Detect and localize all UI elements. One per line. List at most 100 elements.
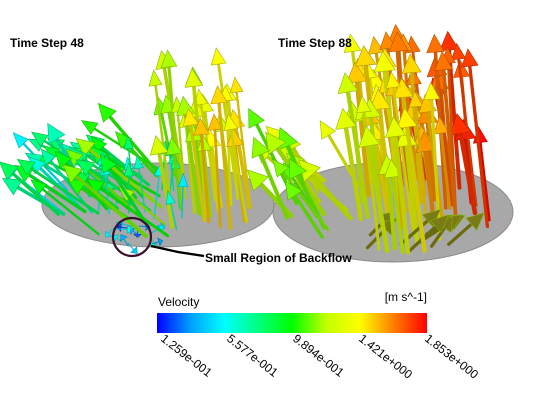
velocity-arrow-shaft: [423, 149, 437, 226]
velocity-arrow-shaft: [189, 123, 207, 223]
velocity-arrow-shaft: [392, 86, 416, 237]
velocity-arrow-head: [75, 159, 95, 177]
velocity-arrow-head: [157, 224, 166, 233]
velocity-arrow-shaft: [170, 202, 178, 231]
velocity-arrow-head: [223, 113, 239, 131]
velocity-arrow-head: [272, 158, 290, 178]
velocity-arrow-head: [184, 67, 204, 88]
velocity-arrow-head: [388, 31, 409, 53]
velocity-arrow-head: [0, 161, 19, 181]
velocity-arrow-shaft: [430, 226, 447, 248]
velocity-arrow-shaft: [181, 185, 184, 219]
velocity-arrow-head: [396, 107, 418, 129]
velocity-arrow-head: [97, 102, 117, 123]
velocity-arrow-shaft: [107, 228, 114, 235]
velocity-arrow-shaft: [123, 238, 129, 247]
velocity-arrow-head: [62, 164, 83, 184]
legend-tick-labels: 1.259e-001 5.577e-001 9.894e-001 1.421e+000…: [158, 331, 481, 381]
velocity-arrow-head: [358, 125, 381, 148]
velocity-arrow-head: [30, 179, 48, 195]
panel-title: Time Step 48: [10, 36, 84, 50]
velocity-arrow-head: [182, 107, 199, 127]
velocity-arrow-head: [226, 127, 245, 148]
velocity-arrow-shaft: [27, 173, 87, 214]
velocity-arrow-head: [421, 209, 441, 228]
velocity-arrow-head: [248, 107, 265, 129]
velocity-arrow-shaft: [224, 99, 233, 207]
velocity-arrow-shaft: [202, 149, 213, 218]
velocity-arrow-shaft: [29, 167, 100, 215]
velocity-arrow-head: [47, 122, 66, 145]
velocity-arrow-head: [31, 131, 49, 147]
velocity-arrow-head: [401, 53, 422, 74]
velocity-arrow-head: [80, 120, 99, 135]
velocity-arrow-shaft: [98, 186, 170, 238]
velocity-arrow-head: [433, 116, 450, 135]
velocity-arrow-shaft: [425, 120, 437, 202]
velocity-arrow-head: [449, 112, 472, 136]
panel-time-step-88: Time Step 88: [246, 23, 514, 263]
legend-units: [m s^-1]: [385, 290, 427, 304]
velocity-arrow-shaft: [404, 143, 420, 246]
velocity-arrow-head: [210, 47, 227, 66]
velocity-arrow-shaft: [127, 242, 135, 251]
velocity-arrow-shaft: [293, 193, 324, 239]
velocity-arrow-head: [337, 72, 359, 94]
velocity-arrow-head: [193, 117, 210, 136]
velocity-arrow-head: [346, 61, 368, 84]
velocity-arrow-head: [130, 227, 136, 236]
velocity-arrow-head: [373, 50, 396, 73]
velocity-arrow-shaft: [152, 241, 160, 245]
velocity-arrow-head: [54, 150, 73, 169]
legend-tick-label: 1.421e+000: [356, 331, 415, 381]
legend-tick-label: 1.853e+000: [422, 331, 481, 381]
velocity-arrow-head: [105, 230, 113, 238]
velocity-arrow-head: [40, 148, 57, 166]
velocity-arrow-head: [251, 136, 271, 159]
velocity-arrow-head: [426, 33, 445, 54]
velocity-arrow-shaft: [458, 130, 478, 216]
velocity-arrow-head: [461, 48, 479, 68]
velocity-arrow-shaft: [447, 222, 473, 246]
velocity-arrow-shaft: [393, 134, 411, 255]
velocity-arrow-shaft: [10, 171, 60, 216]
velocity-arrow-shaft: [281, 170, 330, 231]
velocity-arrow-shaft: [172, 152, 184, 212]
velocity-arrow-shaft: [115, 237, 123, 243]
velocity-arrow-head: [434, 50, 454, 71]
velocity-arrows: [0, 47, 252, 254]
velocity-arrow-head: [157, 237, 164, 247]
velocity-arrow-head: [165, 136, 183, 156]
velocity-arrow-head: [130, 246, 138, 254]
velocity-arrow-shaft: [153, 175, 160, 220]
backflow-callout: Small Region of Backflow: [111, 216, 352, 265]
legend-title: Velocity: [158, 295, 199, 309]
velocity-arrow-head: [1, 178, 23, 196]
velocity-arrow-head: [120, 234, 128, 242]
velocity-arrow-shaft: [217, 101, 233, 231]
velocity-arrow-head: [16, 159, 36, 176]
velocity-arrow-shaft: [157, 151, 175, 229]
velocity-arrow-head: [123, 134, 134, 150]
velocity-arrow-shaft: [430, 97, 442, 241]
panel-time-step-48: Time Step 48: [0, 36, 275, 254]
velocity-arrow-shaft: [138, 167, 146, 213]
velocity-arrow-head: [423, 81, 441, 101]
velocity-arrow-head: [207, 113, 223, 131]
velocity-arrow-head: [133, 154, 144, 170]
velocity-arrow-head: [148, 69, 163, 87]
velocity-arrow-shaft: [414, 105, 429, 226]
velocity-arrow-shaft: [183, 112, 202, 216]
velocity-arrow-shaft: [74, 174, 149, 239]
velocity-arrow-shaft: [213, 128, 222, 229]
velocity-arrow-head: [289, 157, 307, 180]
velocity-arrow-head: [451, 42, 466, 61]
velocity-arrow-head: [86, 178, 105, 195]
velocity-arrow-shaft: [258, 152, 290, 220]
backflow-highlight-circle: [111, 216, 153, 258]
velocity-arrow-head: [429, 214, 449, 234]
callout-leader-line: [150, 244, 205, 258]
legend-tick-label: 9.894e-001: [290, 331, 347, 380]
velocity-arrow-head: [123, 161, 134, 177]
